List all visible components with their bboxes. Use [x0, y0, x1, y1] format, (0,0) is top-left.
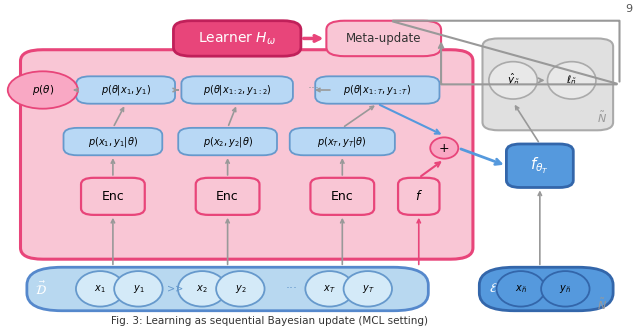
Text: $y_{\tilde{n}}$: $y_{\tilde{n}}$: [559, 283, 572, 295]
FancyBboxPatch shape: [76, 76, 175, 104]
Text: $f$: $f$: [415, 189, 423, 203]
FancyBboxPatch shape: [178, 128, 277, 155]
Text: $\tilde{N}$: $\tilde{N}$: [597, 297, 607, 312]
FancyBboxPatch shape: [81, 178, 145, 215]
Text: $x_T$: $x_T$: [323, 283, 336, 295]
Text: >>: >>: [166, 284, 183, 294]
Text: Fig. 3: Learning as sequential Bayesian update (MCL setting): Fig. 3: Learning as sequential Bayesian …: [111, 316, 428, 326]
Text: $\tilde{N}$: $\tilde{N}$: [597, 110, 607, 125]
Ellipse shape: [76, 271, 124, 307]
Ellipse shape: [547, 62, 596, 99]
Text: $x_{\tilde{n}}$: $x_{\tilde{n}}$: [515, 283, 527, 295]
Text: $\hat{y}_{\tilde{n}}$: $\hat{y}_{\tilde{n}}$: [507, 72, 520, 89]
Text: ···: ···: [308, 82, 319, 95]
Text: $p(\theta|x_1,y_1)$: $p(\theta|x_1,y_1)$: [100, 83, 150, 97]
FancyBboxPatch shape: [181, 76, 293, 104]
FancyBboxPatch shape: [326, 21, 441, 56]
Text: 9: 9: [625, 5, 632, 14]
FancyBboxPatch shape: [20, 50, 473, 259]
Text: $x_2$: $x_2$: [196, 283, 208, 295]
Ellipse shape: [541, 271, 589, 307]
Text: ···: ···: [285, 282, 298, 295]
Ellipse shape: [344, 271, 392, 307]
Text: Enc: Enc: [102, 190, 124, 203]
Text: $p(x_2,y_2|\theta)$: $p(x_2,y_2|\theta)$: [203, 134, 253, 149]
Ellipse shape: [8, 71, 78, 109]
Text: $p(\theta)$: $p(\theta)$: [32, 83, 54, 97]
Ellipse shape: [430, 137, 458, 159]
Text: $y_2$: $y_2$: [235, 283, 246, 295]
Ellipse shape: [305, 271, 354, 307]
Ellipse shape: [489, 62, 538, 99]
Text: Enc: Enc: [216, 190, 239, 203]
Ellipse shape: [178, 271, 227, 307]
FancyBboxPatch shape: [173, 21, 301, 56]
FancyBboxPatch shape: [27, 267, 428, 311]
Ellipse shape: [497, 271, 545, 307]
FancyBboxPatch shape: [196, 178, 259, 215]
Text: $f_{\theta_T}$: $f_{\theta_T}$: [531, 155, 549, 176]
FancyBboxPatch shape: [479, 267, 613, 311]
FancyBboxPatch shape: [310, 178, 374, 215]
Text: +: +: [439, 141, 449, 154]
Text: $y_T$: $y_T$: [362, 283, 374, 295]
Text: $y_1$: $y_1$: [132, 283, 144, 295]
Text: $\ell_{\tilde{n}}$: $\ell_{\tilde{n}}$: [566, 73, 577, 87]
Ellipse shape: [114, 271, 163, 307]
FancyBboxPatch shape: [290, 128, 395, 155]
Text: $p(\theta|x_{1:2},y_{1:2})$: $p(\theta|x_{1:2},y_{1:2})$: [203, 83, 271, 97]
FancyBboxPatch shape: [63, 128, 163, 155]
Text: $\vec{\mathcal{D}}$: $\vec{\mathcal{D}}$: [35, 280, 47, 297]
FancyBboxPatch shape: [483, 38, 613, 130]
Text: $p(x_1,y_1|\theta)$: $p(x_1,y_1|\theta)$: [88, 134, 138, 149]
FancyBboxPatch shape: [398, 178, 440, 215]
Text: $\mathcal{E}$: $\mathcal{E}$: [488, 282, 498, 296]
Text: $p(\theta|x_{1:T},y_{1:T})$: $p(\theta|x_{1:T},y_{1:T})$: [343, 83, 412, 97]
Text: $p(x_T,y_T|\theta)$: $p(x_T,y_T|\theta)$: [317, 134, 367, 149]
Text: Enc: Enc: [331, 190, 354, 203]
Text: $x_1$: $x_1$: [94, 283, 106, 295]
FancyBboxPatch shape: [316, 76, 440, 104]
Text: Meta-update: Meta-update: [346, 32, 422, 45]
Ellipse shape: [216, 271, 264, 307]
FancyBboxPatch shape: [506, 144, 573, 188]
Text: Learner $H_\omega$: Learner $H_\omega$: [198, 30, 276, 47]
